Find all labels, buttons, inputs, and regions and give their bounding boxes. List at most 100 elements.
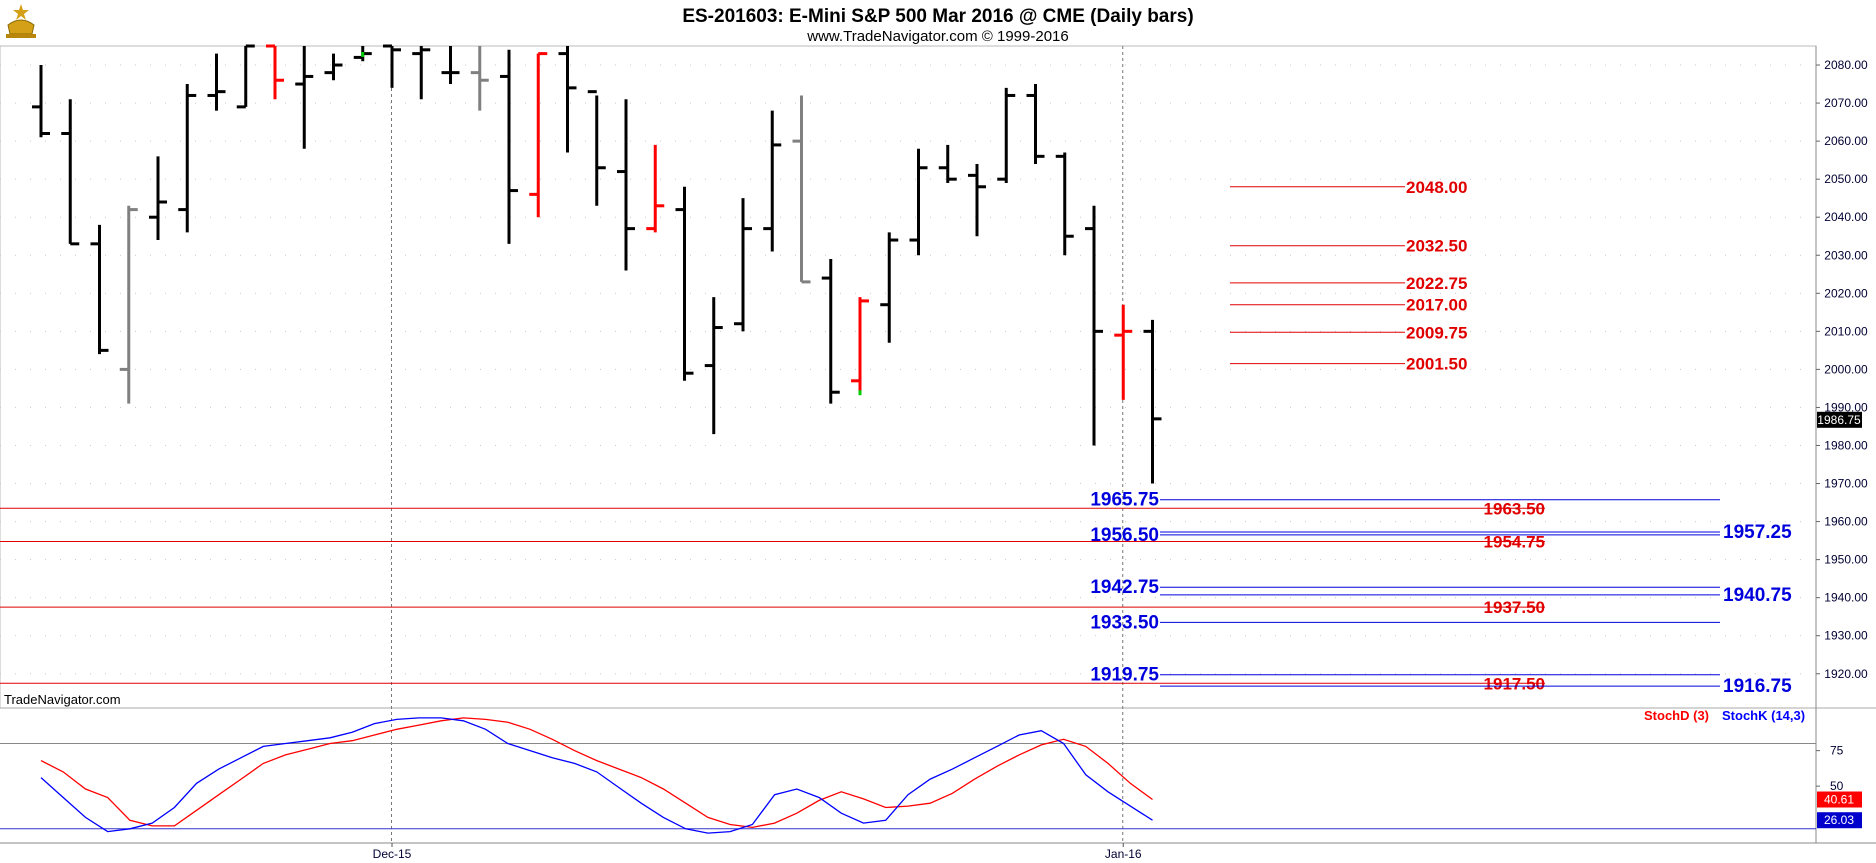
ohlc-bar xyxy=(763,110,782,252)
stoch-k-legend: StochK (14,3) xyxy=(1722,708,1805,723)
stoch-last-label: 40.61 xyxy=(1824,793,1854,807)
price-levels: 2048.00 2032.50 2022.75 2017.00 2009.75 2001.… xyxy=(0,178,1792,697)
red-level-label: 2048.00 xyxy=(1406,178,1467,197)
stoch-d-line xyxy=(40,717,1153,829)
stoch-k-line xyxy=(40,717,1153,834)
red-level-label: 2032.50 xyxy=(1406,237,1467,256)
header: ES-201603: E-Mini S&P 500 Mar 2016 @ CME… xyxy=(2,1,1194,45)
y-tick-label: 1990.00 xyxy=(1824,400,1868,414)
ohlc-bar xyxy=(821,259,840,404)
y-tick-label: 1960.00 xyxy=(1824,515,1868,529)
y-tick-label: 1980.00 xyxy=(1824,438,1868,452)
logo-icon xyxy=(2,1,40,41)
blue-level-label: 1965.75 xyxy=(1090,490,1159,511)
ohlc-bar xyxy=(178,84,197,233)
ohlc-bar xyxy=(32,65,50,138)
ohlc-bar xyxy=(704,297,723,435)
blue-level-label: 1956.50 xyxy=(1090,525,1159,546)
x-tick-label: Jan-16 xyxy=(1105,847,1142,861)
red-level-label: 1917.50 xyxy=(1484,674,1545,693)
y-tick-label: 2070.00 xyxy=(1824,96,1868,110)
ohlc-bar xyxy=(500,49,518,244)
ohlc-bar xyxy=(909,148,928,256)
ohlc-bar xyxy=(968,163,986,237)
ohlc-bars xyxy=(32,44,1162,484)
ohlc-bar xyxy=(997,87,1016,183)
stoch-tick-label: 75 xyxy=(1830,744,1844,758)
ohlc-bar xyxy=(1055,152,1074,256)
ohlc-bar xyxy=(353,46,372,62)
ohlc-bar xyxy=(587,90,606,206)
red-level-label: 2017.00 xyxy=(1406,296,1467,315)
stoch-d-legend: StochD (3) xyxy=(1644,708,1709,723)
y-tick-label: 2040.00 xyxy=(1824,210,1868,224)
blue-level-label: 1942.75 xyxy=(1090,577,1159,598)
y-tick-label: 2000.00 xyxy=(1824,362,1868,376)
ohlc-bar xyxy=(529,52,548,218)
ohlc-bar xyxy=(675,186,694,381)
y-tick-label: 2030.00 xyxy=(1824,248,1868,262)
ohlc-bar xyxy=(324,53,343,81)
ohlc-bar xyxy=(617,99,635,271)
ohlc-bar xyxy=(236,44,255,109)
ohlc-bar xyxy=(1114,304,1133,400)
price-axis: 1920.00 1930.00 1940.00 1950.00 1960.00 1970.… xyxy=(1816,58,1868,681)
y-tick-label: 1920.00 xyxy=(1824,667,1868,681)
ohlc-bar xyxy=(470,46,489,111)
y-tick-label: 1930.00 xyxy=(1824,629,1868,643)
y-tick-label: 1940.00 xyxy=(1824,591,1868,605)
red-level-label: 1954.75 xyxy=(1484,533,1545,552)
date-separators xyxy=(391,46,1124,843)
last-price-label: 1986.75 xyxy=(1817,413,1861,427)
stoch-last-label: 26.03 xyxy=(1824,813,1854,827)
chart-title: ES-201603: E-Mini S&P 500 Mar 2016 @ CME… xyxy=(682,6,1193,27)
ohlc-bar xyxy=(207,53,226,111)
ohlc-bar xyxy=(383,44,401,88)
blue-level-label: 1919.75 xyxy=(1090,665,1159,686)
blue-level-label: 1916.75 xyxy=(1723,676,1792,697)
ohlc-bar xyxy=(61,99,80,246)
ohlc-bar xyxy=(1143,319,1162,484)
ohlc-bar xyxy=(441,46,460,85)
y-tick-label: 1950.00 xyxy=(1824,553,1868,567)
blue-level-label: 1940.75 xyxy=(1723,585,1792,606)
ohlc-bar xyxy=(558,46,577,153)
ohlc-bar xyxy=(295,46,314,149)
y-tick-label: 2060.00 xyxy=(1824,134,1868,148)
date-axis: Dec-15 Jan-16 xyxy=(373,843,1142,861)
red-level-label: 2022.75 xyxy=(1406,274,1467,293)
y-tick-label: 1970.00 xyxy=(1824,477,1868,491)
y-tick-label: 2050.00 xyxy=(1824,172,1868,186)
red-level-label: 2009.75 xyxy=(1406,323,1467,342)
ohlc-bar xyxy=(880,232,899,343)
ohlc-bar xyxy=(149,156,167,241)
ohlc-bar xyxy=(792,95,811,284)
red-level-label: 2001.50 xyxy=(1406,355,1467,374)
y-tick-label: 2020.00 xyxy=(1824,286,1868,300)
chart-subtitle: www.TradeNavigator.com © 1999-2016 xyxy=(806,28,1068,45)
ohlc-bar xyxy=(90,224,109,355)
ohlc-bar xyxy=(734,198,752,332)
ohlc-bar xyxy=(412,46,431,100)
ohlc-bar xyxy=(266,44,284,100)
blue-level-label: 1933.50 xyxy=(1090,612,1159,633)
x-tick-label: Dec-15 xyxy=(373,847,412,861)
red-level-label: 1937.50 xyxy=(1484,598,1545,617)
ohlc-bar xyxy=(1026,84,1045,164)
blue-level-label: 1957.25 xyxy=(1723,522,1792,543)
y-tick-label: 2080.00 xyxy=(1824,58,1868,72)
ohlc-bar xyxy=(646,144,665,233)
ohlc-bar xyxy=(851,297,869,396)
last-price-badge: 1986.75 xyxy=(1817,411,1862,428)
ohlc-bar xyxy=(938,144,957,183)
stoch-tick-label: 50 xyxy=(1830,779,1844,793)
ohlc-bar xyxy=(119,205,138,404)
ohlc-bar xyxy=(1085,205,1103,446)
watermark: TradeNavigator.com xyxy=(4,692,121,707)
y-tick-label: 2010.00 xyxy=(1824,324,1868,338)
red-level-label: 1963.50 xyxy=(1484,499,1545,518)
